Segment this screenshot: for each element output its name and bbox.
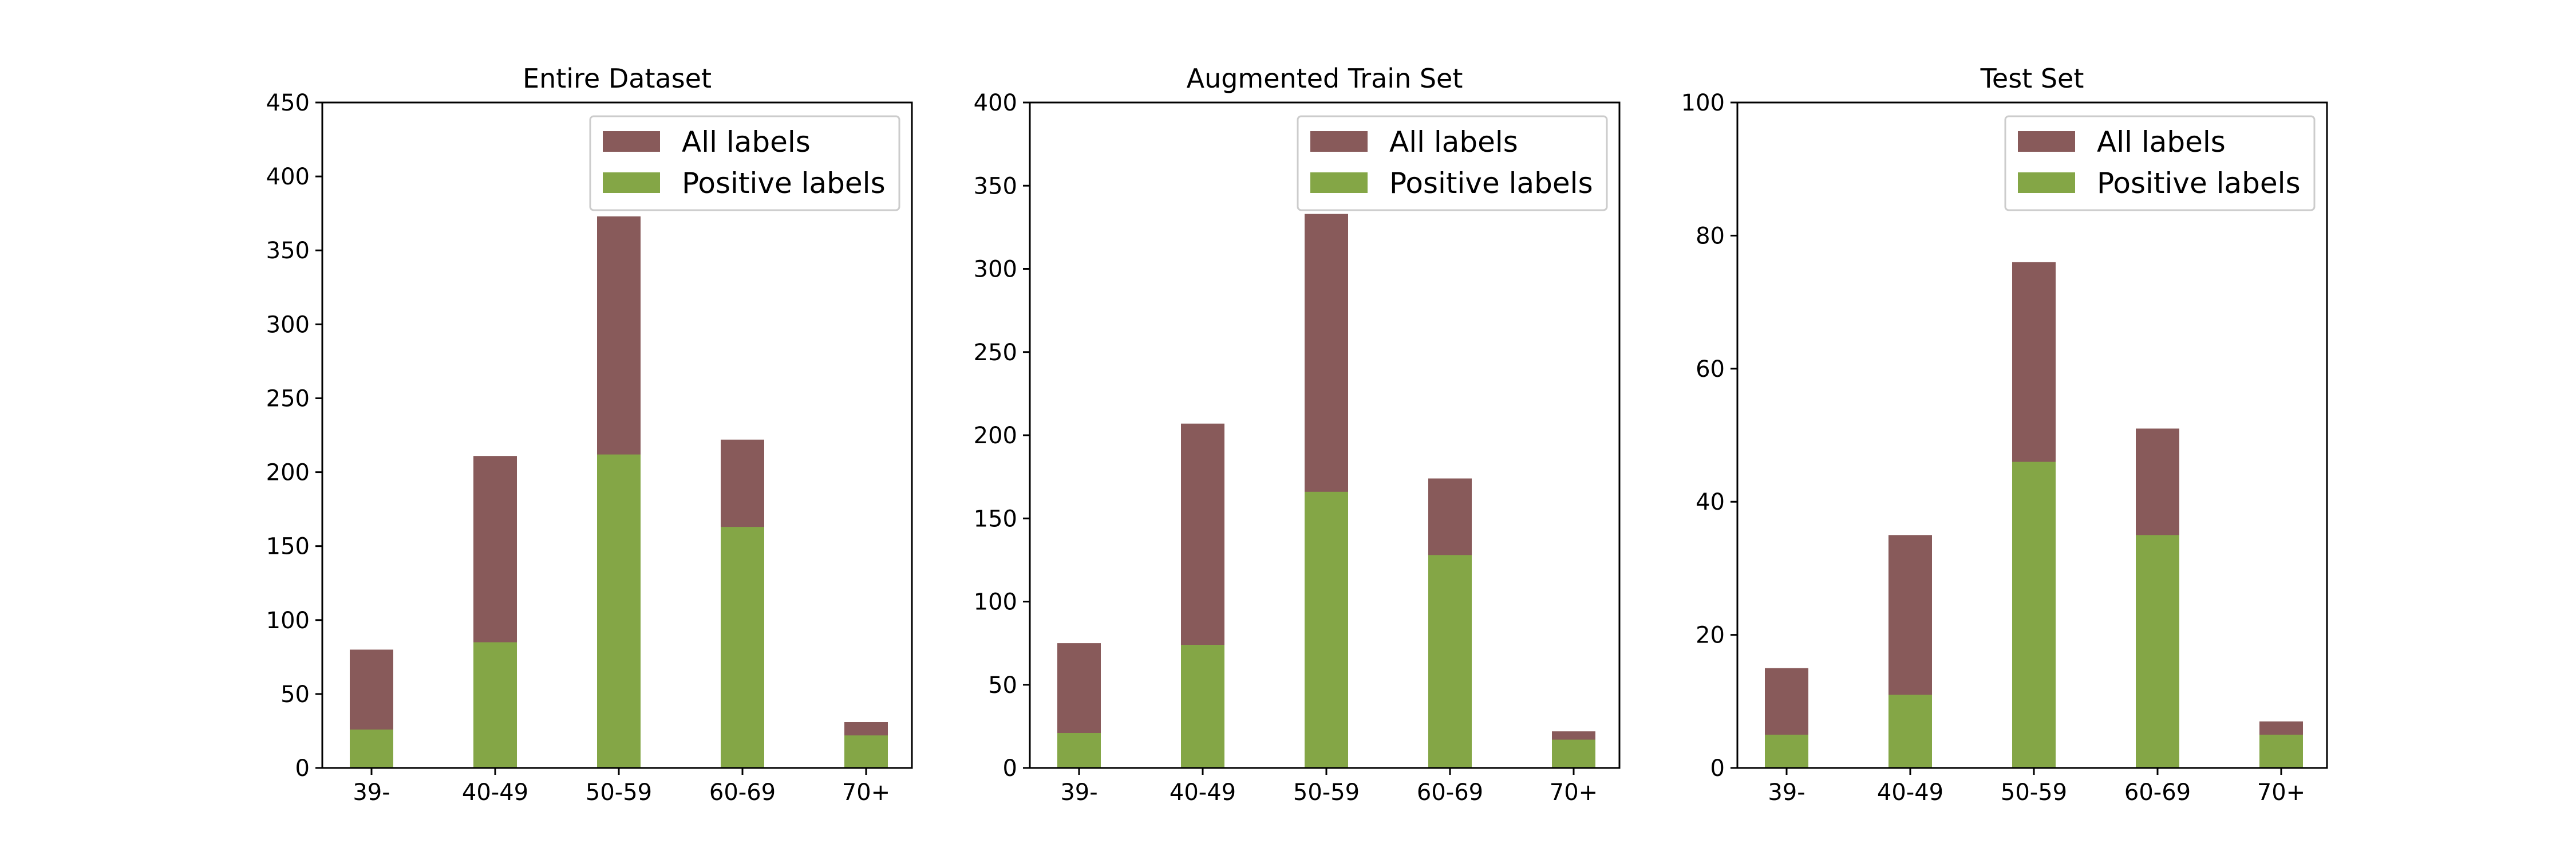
y-tick-label: 40 — [1696, 489, 1725, 515]
y-tick-label: 50 — [988, 672, 1017, 699]
bar-positive-labels — [721, 527, 764, 768]
bar-positive-labels — [597, 454, 641, 768]
y-tick-label: 100 — [974, 589, 1017, 616]
y-tick-label: 200 — [974, 423, 1017, 449]
x-tick-label: 50-59 — [1293, 779, 1360, 806]
x-tick-label: 70+ — [842, 779, 890, 806]
chart-panel: 0 20 40 60 80 100 39- 40-49 50-59 60-69 70+ Test Se… — [1681, 63, 2328, 806]
legend-label-all-labels: All labels — [1389, 125, 1518, 159]
y-tick-label: 250 — [266, 385, 310, 412]
x-tick-label: 60-69 — [1417, 779, 1483, 806]
legend-swatch-all-labels — [2018, 131, 2075, 152]
x-tick-label: 40-49 — [1170, 779, 1236, 806]
bar-positive-labels — [1057, 733, 1101, 768]
bar-positive-labels — [2012, 462, 2056, 768]
legend-label-all-labels: All labels — [2097, 125, 2226, 159]
chart-panel: 0 50 100 150 200 250 300 350 400 39- 40-49 50-59 60-… — [974, 63, 1621, 806]
y-tick-label: 350 — [974, 173, 1017, 199]
x-tick-label: 39- — [1060, 779, 1097, 806]
y-tick-label: 80 — [1696, 223, 1725, 249]
legend-box — [2004, 115, 2316, 211]
x-tick-label: 40-49 — [1877, 779, 1943, 806]
bar-positive-labels — [1552, 739, 1595, 768]
y-tick-label: 0 — [295, 755, 310, 782]
bar-positive-labels — [1428, 555, 1472, 768]
y-tick-label: 250 — [974, 340, 1017, 366]
legend-label-all-labels: All labels — [682, 125, 811, 159]
x-tick-label: 39- — [353, 779, 390, 806]
x-tick-label: 39- — [1768, 779, 1805, 806]
bar-positive-labels — [1765, 734, 1808, 768]
x-tick-label: 70+ — [1550, 779, 1598, 806]
x-tick-label: 60-69 — [2124, 779, 2191, 806]
legend-swatch-positive-labels — [1310, 172, 1368, 193]
axes-frame — [321, 101, 913, 769]
y-tick-label: 0 — [1710, 755, 1725, 782]
legend-swatch-positive-labels — [2018, 172, 2075, 193]
legend-swatch-all-labels — [603, 131, 660, 152]
y-tick-label: 300 — [974, 257, 1017, 283]
legend: All labels Positive labels — [2004, 115, 2316, 211]
x-tick-label: 50-59 — [2001, 779, 2067, 806]
y-tick-label: 50 — [280, 681, 310, 708]
x-tick-label: 70+ — [2257, 779, 2305, 806]
legend: All labels Positive labels — [589, 115, 900, 211]
legend-box — [1297, 115, 1608, 211]
x-tick-label: 40-49 — [462, 779, 528, 806]
chart-panel: 0 50 100 150 200 250 300 350 400 450 39- 40-49 50-59… — [266, 63, 913, 806]
bar-positive-labels — [844, 735, 888, 768]
y-tick-label: 150 — [974, 506, 1017, 532]
legend: All labels Positive labels — [1297, 115, 1608, 211]
bar-positive-labels — [350, 729, 393, 768]
bar-positive-labels — [473, 642, 517, 768]
bar-positive-labels — [2136, 535, 2179, 768]
y-tick-label: 400 — [266, 164, 310, 190]
legend-box — [589, 115, 900, 211]
panel-title: Entire Dataset — [523, 63, 712, 94]
legend-label-positive-labels: Positive labels — [682, 167, 886, 200]
bar-positive-labels — [2259, 734, 2303, 768]
y-tick-label: 450 — [266, 90, 310, 116]
legend-label-positive-labels: Positive labels — [2097, 167, 2301, 200]
bar-positive-labels — [1888, 695, 1932, 768]
y-tick-label: 150 — [266, 534, 310, 560]
y-tick-label: 200 — [266, 460, 310, 486]
bar-positive-labels — [1305, 491, 1348, 768]
y-tick-label: 60 — [1696, 356, 1725, 383]
bar-positive-labels — [1181, 645, 1224, 768]
y-tick-label: 20 — [1696, 622, 1725, 649]
y-tick-label: 300 — [266, 312, 310, 338]
legend-swatch-all-labels — [1310, 131, 1368, 152]
y-tick-label: 100 — [1681, 90, 1725, 116]
legend-label-positive-labels: Positive labels — [1389, 167, 1593, 200]
panel-title: Test Set — [1980, 63, 2084, 94]
legend-swatch-positive-labels — [603, 172, 660, 193]
x-tick-label: 60-69 — [709, 779, 776, 806]
y-tick-label: 350 — [266, 238, 310, 264]
y-tick-label: 100 — [266, 608, 310, 634]
panel-title: Augmented Train Set — [1187, 63, 1463, 94]
y-tick-label: 400 — [974, 90, 1017, 116]
y-tick-label: 0 — [1003, 755, 1017, 782]
x-tick-label: 50-59 — [586, 779, 652, 806]
axes-frame — [1736, 101, 2328, 769]
